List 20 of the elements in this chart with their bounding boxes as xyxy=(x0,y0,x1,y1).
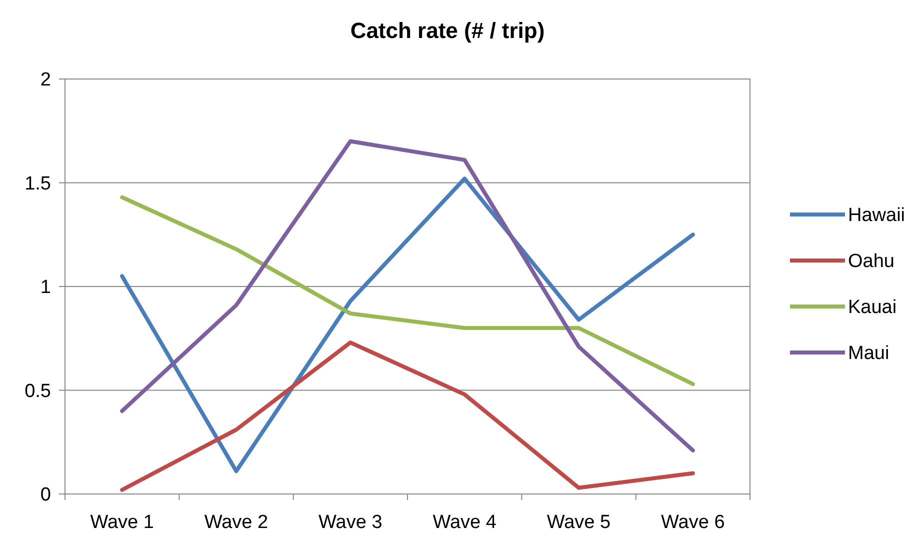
x-tick-label: Wave 2 xyxy=(204,512,268,533)
y-tick-label: 0.5 xyxy=(24,380,51,402)
x-tick-label: Wave 5 xyxy=(546,512,611,533)
y-tick-label: 0 xyxy=(40,484,51,506)
line-series xyxy=(120,176,695,474)
chart-title: Catch rate (# / trip) xyxy=(350,18,545,43)
legend-label: Oahu xyxy=(848,251,894,272)
y-tick-label: 1.5 xyxy=(24,173,51,194)
legend-label: Hawaii xyxy=(848,205,906,226)
legend-label: Maui xyxy=(848,343,890,364)
legend-label: Kauai xyxy=(848,297,897,318)
x-tick-label: Wave 6 xyxy=(661,512,725,533)
x-tick-label: Wave 4 xyxy=(432,512,497,533)
x-tick-label: Wave 3 xyxy=(318,512,382,533)
line-series xyxy=(120,195,695,386)
x-tick-label: Wave 1 xyxy=(90,512,154,533)
y-tick-label: 1 xyxy=(40,277,51,298)
y-tick-label: 2 xyxy=(40,70,51,91)
line-series xyxy=(120,340,695,492)
line-series xyxy=(120,139,695,452)
